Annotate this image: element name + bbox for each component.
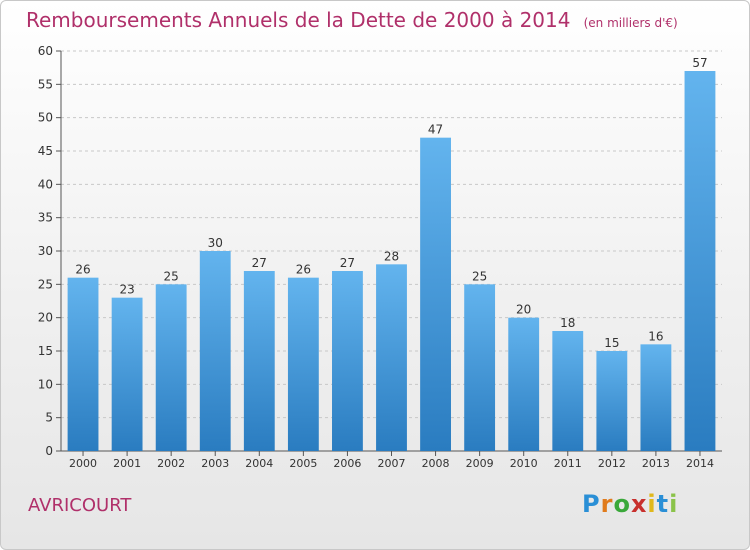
x-tick-label: 2004	[245, 457, 273, 470]
bar-value-label: 18	[560, 316, 575, 330]
logo-letter: i	[669, 490, 679, 518]
bar-value-label: 20	[516, 303, 531, 317]
x-tick-label: 2005	[289, 457, 317, 470]
bar-2006	[332, 271, 363, 451]
x-tick-label: 2008	[422, 457, 450, 470]
bar-value-label: 26	[296, 263, 311, 277]
bar-2005	[287, 277, 319, 451]
bar-2011	[552, 331, 584, 451]
y-tick-label: 55	[38, 77, 53, 91]
bar-value-label: 25	[164, 269, 179, 283]
bar-2004	[243, 271, 275, 451]
bar-2009	[464, 284, 496, 451]
bar-2003	[199, 251, 231, 451]
bar-value-label: 15	[604, 336, 619, 350]
bar-value-label: 26	[75, 263, 90, 277]
chart-unit: (en milliers d'€)	[583, 16, 678, 30]
bar-value-label: 16	[648, 329, 663, 343]
bar-value-label: 47	[428, 123, 443, 137]
y-tick-label: 15	[38, 344, 53, 358]
y-tick-label: 45	[38, 144, 53, 158]
logo-letter: x	[630, 490, 648, 518]
bar-2013	[640, 344, 672, 451]
bar-value-label: 23	[119, 283, 134, 297]
logo-letter: P	[582, 490, 601, 518]
bar-2012	[596, 351, 628, 451]
x-tick-label: 2002	[157, 457, 185, 470]
y-tick-label: 10	[38, 377, 53, 391]
x-tick-label: 2006	[333, 457, 361, 470]
y-tick-label: 5	[45, 411, 53, 425]
bar-2000	[67, 277, 99, 451]
bar-value-label: 25	[472, 269, 487, 283]
x-tick-label: 2014	[686, 457, 714, 470]
commune-name: AVRICOURT	[28, 495, 132, 516]
bar-value-label: 57	[692, 56, 707, 70]
logo-letter: i	[647, 490, 657, 518]
x-tick-label: 2012	[598, 457, 626, 470]
bar-2014	[684, 71, 716, 451]
bar-2010	[508, 317, 540, 451]
x-tick-label: 2001	[113, 457, 141, 470]
y-tick-label: 40	[38, 177, 53, 191]
x-tick-label: 2010	[510, 457, 538, 470]
y-tick-label: 30	[38, 244, 53, 258]
x-tick-label: 2000	[69, 457, 97, 470]
bar-value-label: 30	[208, 236, 223, 250]
bar-2008	[420, 137, 451, 451]
x-tick-label: 2013	[642, 457, 670, 470]
proxiti-logo: Proxiti	[582, 490, 678, 518]
chart-title-text: Remboursements Annuels de la Dette de 20…	[26, 8, 571, 32]
y-tick-label: 20	[38, 311, 53, 325]
y-tick-label: 60	[38, 44, 53, 58]
y-tick-label: 50	[38, 111, 53, 125]
bar-2007	[376, 264, 407, 451]
y-tick-label: 0	[45, 444, 53, 458]
x-tick-label: 2011	[554, 457, 582, 470]
bar-value-label: 27	[340, 256, 355, 270]
bar-value-label: 28	[384, 249, 399, 263]
bar-2002	[155, 284, 187, 451]
x-tick-label: 2007	[378, 457, 406, 470]
x-tick-label: 2009	[466, 457, 494, 470]
logo-letter: t	[656, 490, 670, 518]
chart-title: Remboursements Annuels de la Dette de 20…	[26, 8, 678, 32]
bar-value-label: 27	[252, 256, 267, 270]
logo-letter: o	[613, 490, 631, 518]
y-tick-label: 35	[38, 211, 53, 225]
y-tick-label: 25	[38, 277, 53, 291]
x-tick-label: 2003	[201, 457, 229, 470]
logo-letter: r	[600, 490, 614, 518]
bar-2001	[111, 297, 143, 451]
